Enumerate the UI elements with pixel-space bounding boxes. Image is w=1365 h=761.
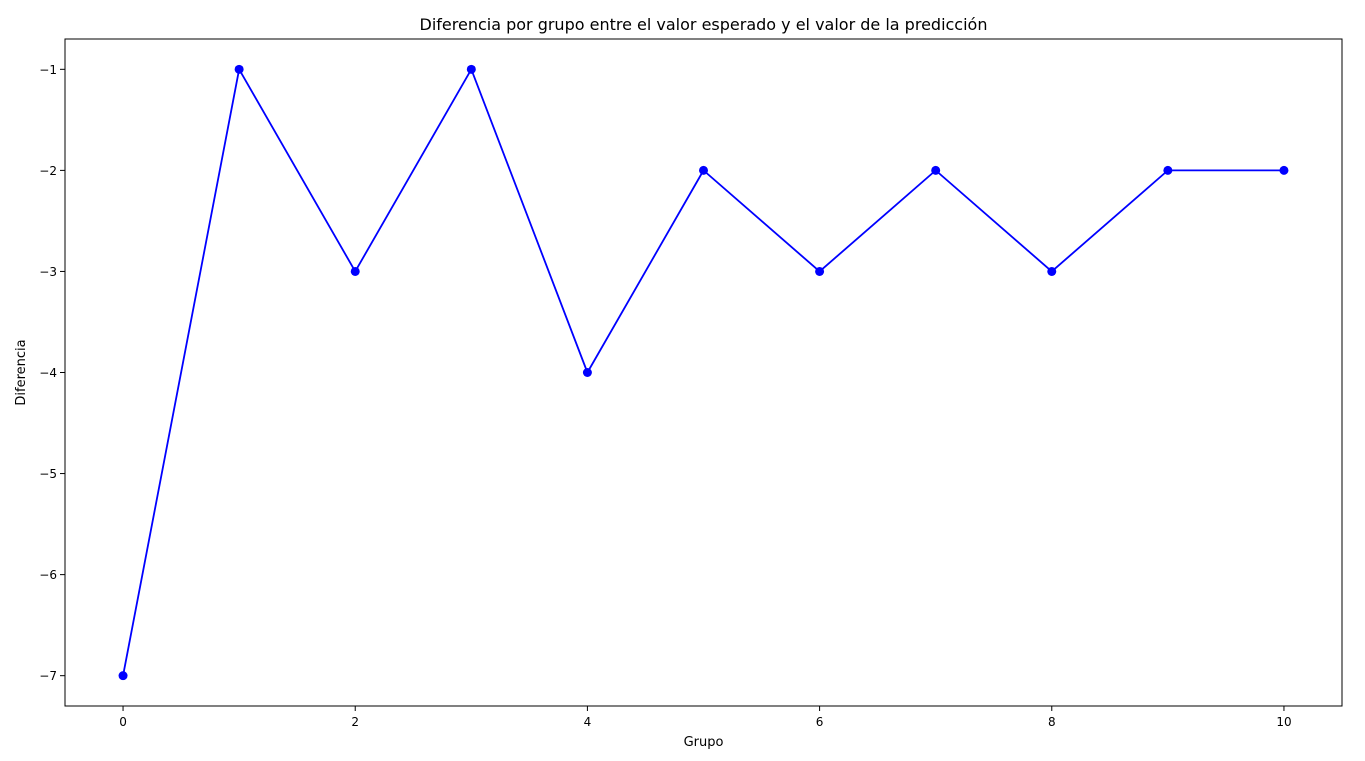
data-point (1279, 165, 1289, 175)
x-tick-label: 0 (119, 715, 127, 729)
y-tick-label: −7 (39, 669, 57, 683)
data-point (931, 165, 941, 175)
y-tick-label: −1 (39, 63, 57, 77)
data-point (699, 165, 708, 175)
data-point (1163, 165, 1173, 175)
y-tick-label: −4 (39, 366, 57, 380)
y-tick-label: −3 (39, 265, 57, 279)
data-point (582, 368, 592, 377)
plot-area: 0 2 4 6 8 10 −1 −2 −3 −4 −5 −6 −7 (39, 38, 1343, 729)
x-tick-label: 6 (816, 715, 824, 729)
data-point (1047, 266, 1057, 276)
data-point (466, 64, 476, 74)
x-tick-label: 4 (584, 715, 592, 729)
y-tick-label: −5 (39, 467, 57, 481)
x-tick-label: 2 (351, 715, 359, 729)
data-point (118, 671, 128, 681)
chart-title: Diferencia por grupo entre el valor espe… (420, 15, 988, 34)
y-axis-label: Diferencia (14, 339, 29, 405)
y-tick-label: −2 (39, 164, 57, 178)
data-point (350, 266, 360, 276)
data-point (234, 64, 244, 74)
x-tick-label: 10 (1276, 715, 1291, 729)
y-tick-label: −6 (39, 568, 57, 582)
axes-frame (64, 38, 1343, 707)
data-point (815, 266, 825, 276)
x-tick-label: 8 (1048, 715, 1056, 729)
x-axis-label: Grupo (684, 735, 724, 750)
